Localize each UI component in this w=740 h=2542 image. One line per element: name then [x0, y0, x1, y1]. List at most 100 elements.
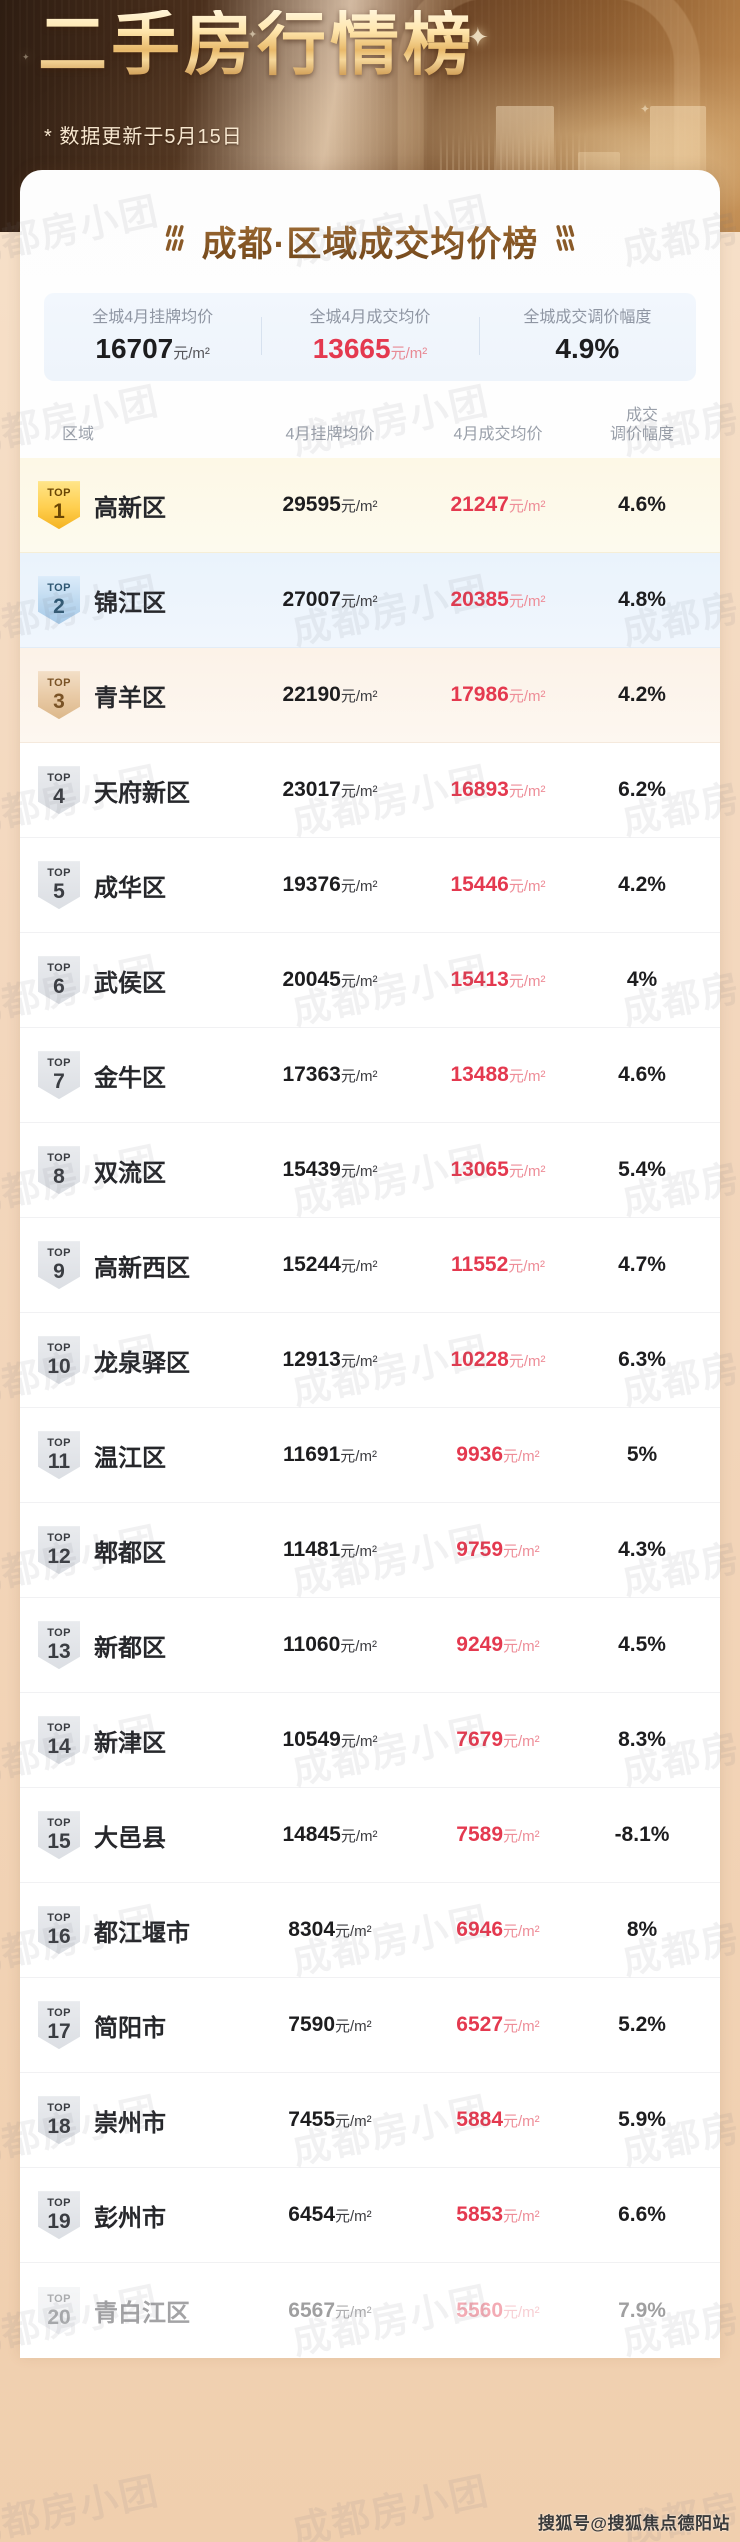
table-row[interactable]: TOP 8 双流区 15439元/m² 13065元/m² 5.4%	[20, 1123, 720, 1219]
table-row[interactable]: TOP 7 金牛区 17363元/m² 13488元/m² 4.6%	[20, 1028, 720, 1124]
region-name: 新都区	[94, 1634, 166, 1662]
cell-adjust-rate: 4.6%	[618, 493, 666, 517]
table-row[interactable]: TOP 14 新津区 10549元/m² 7679元/m² 8.3%	[20, 1693, 720, 1789]
summary-cell: 全城成交调价幅度 4.9%	[478, 307, 696, 365]
deal-price-value: 9249	[456, 1633, 504, 1657]
region-name: 都江堰市	[94, 1919, 190, 1947]
cell-listing-price: 11060元/m²	[246, 1633, 414, 1657]
cell-listing-price: 11691元/m²	[246, 1443, 414, 1467]
cell-region: TOP 17 简阳市	[38, 2001, 246, 2050]
table-row[interactable]: TOP 9 高新西区 15244元/m² 11552元/m² 4.7%	[20, 1218, 720, 1314]
table-row[interactable]: TOP 10 龙泉驿区 12913元/m² 10228元/m² 6.3%	[20, 1313, 720, 1409]
rank-badge: TOP 5	[38, 861, 80, 910]
table-row[interactable]: TOP 2 锦江区 27007元/m² 20385元/m² 4.8%	[20, 553, 720, 649]
cell-deal-price: 13065元/m²	[414, 1158, 582, 1182]
listing-price-unit: 元/m²	[335, 2113, 372, 2131]
cell-adjust-rate: 4%	[626, 968, 658, 992]
table-row[interactable]: TOP 5 成华区 19376元/m² 15446元/m² 4.2%	[20, 838, 720, 934]
region-name: 武侯区	[94, 969, 166, 997]
rank-badge: TOP 12	[38, 1526, 80, 1575]
rank-badge: TOP 19	[38, 2191, 80, 2240]
deal-price-unit: 元/m²	[503, 1638, 540, 1656]
sparkle-icon: ✦	[22, 52, 30, 62]
listing-price-value: 15439	[282, 1158, 341, 1182]
rank-badge-number: 19	[47, 2210, 71, 2234]
cell-adjust-rate: 4.3%	[618, 1538, 666, 1562]
cell-region: TOP 4 天府新区	[38, 766, 246, 815]
table-row[interactable]: TOP 19 彭州市 6454元/m² 5853元/m² 6.6%	[20, 2168, 720, 2264]
table-row[interactable]: TOP 20 青白江区 6567元/m² 5560元/m² 7.9%	[20, 2263, 720, 2358]
table-row[interactable]: TOP 1 高新区 29595元/m² 21247元/m² 4.6%	[20, 458, 720, 554]
sparkle-icon: ✦	[248, 28, 257, 41]
rank-badge-top-label: TOP	[47, 2197, 71, 2210]
region-name: 龙泉驿区	[94, 1349, 190, 1377]
deal-price-value: 6946	[456, 1918, 504, 1942]
deal-price-value: 11552	[451, 1253, 509, 1277]
table-row[interactable]: TOP 12 郫都区 11481元/m² 9759元/m² 4.3%	[20, 1503, 720, 1599]
listing-price-unit: 元/m²	[335, 2303, 372, 2321]
rank-badge-number: 2	[53, 595, 65, 619]
summary-value: 16707元/m²	[44, 333, 261, 365]
region-name: 简阳市	[94, 2014, 166, 2042]
table-row[interactable]: TOP 17 简阳市 7590元/m² 6527元/m² 5.2%	[20, 1978, 720, 2074]
cell-adjust-rate: 4.5%	[618, 1633, 666, 1657]
cell-adjust-rate: 6.6%	[618, 2203, 666, 2227]
cell-listing-price: 12913元/m²	[246, 1348, 414, 1372]
region-name: 彭州市	[94, 2204, 166, 2232]
region-name: 成华区	[94, 874, 166, 902]
rank-badge-top-label: TOP	[47, 487, 71, 500]
listing-price-value: 7455	[288, 2108, 336, 2132]
listing-price-value: 6454	[288, 2203, 336, 2227]
listing-price-unit: 元/m²	[340, 1543, 377, 1561]
rank-badge: TOP 2	[38, 576, 80, 625]
rank-badge-number: 1	[53, 500, 65, 524]
summary-label: 全城4月挂牌均价	[92, 309, 214, 326]
rank-badge: TOP 16	[38, 1906, 80, 1955]
table-row[interactable]: TOP 4 天府新区 23017元/m² 16893元/m² 6.2%	[20, 743, 720, 839]
deal-price-unit: 元/m²	[503, 1733, 540, 1751]
listing-price-unit: 元/m²	[340, 1068, 378, 1086]
table-row[interactable]: TOP 16 都江堰市 8304元/m² 6946元/m² 8%	[20, 1883, 720, 1979]
deal-price-unit: 元/m²	[503, 2018, 540, 2036]
region-name: 大邑县	[94, 1824, 166, 1852]
ranking-card: 成都·区域成交均价榜 全城4月挂牌均价 16707元/m² 全城4月成交均价 1366…	[20, 170, 720, 2359]
cell-deal-price: 21247元/m²	[414, 493, 582, 517]
table-row[interactable]: TOP 11 温江区 11691元/m² 9936元/m² 5%	[20, 1408, 720, 1504]
cell-region: TOP 20 青白江区	[38, 2286, 246, 2335]
summary-value: 13665元/m²	[261, 333, 478, 365]
listing-price-value: 6567	[288, 2298, 336, 2322]
cell-region: TOP 11 温江区	[38, 1431, 246, 1480]
deal-price-unit: 元/m²	[503, 1543, 540, 1561]
deal-price-value: 13065	[450, 1158, 509, 1182]
table-row[interactable]: TOP 18 崇州市 7455元/m² 5884元/m² 5.9%	[20, 2073, 720, 2169]
rank-badge-number: 18	[47, 2115, 71, 2139]
cell-region: TOP 18 崇州市	[38, 2096, 246, 2145]
listing-price-value: 10549	[282, 1728, 341, 1752]
cell-listing-price: 27007元/m²	[246, 588, 414, 612]
table-row[interactable]: TOP 13 新都区 11060元/m² 9249元/m² 4.5%	[20, 1598, 720, 1694]
region-name: 新津区	[94, 1729, 166, 1757]
table-row[interactable]: TOP 6 武侯区 20045元/m² 15413元/m² 4%	[20, 933, 720, 1029]
summary-cell: 全城4月成交均价 13665元/m²	[261, 307, 478, 365]
rank-badge-number: 20	[47, 2305, 71, 2329]
cell-adjust-rate: 7.9%	[618, 2298, 666, 2322]
region-name: 双流区	[94, 1159, 166, 1187]
region-name: 锦江区	[94, 589, 166, 617]
deal-price-value: 5560	[456, 2298, 504, 2322]
table-row[interactable]: TOP 3 青羊区 22190元/m² 17986元/m² 4.2%	[20, 648, 720, 744]
summary-number: 16707	[95, 333, 174, 365]
cell-deal-price: 5884元/m²	[414, 2108, 582, 2132]
table-row[interactable]: TOP 15 大邑县 14845元/m² 7589元/m² -8.1%	[20, 1788, 720, 1884]
deal-price-unit: 元/m²	[508, 1068, 546, 1086]
rank-badge-number: 3	[53, 690, 65, 714]
listing-price-value: 15244	[282, 1253, 341, 1277]
deal-price-unit: 元/m²	[508, 498, 546, 516]
rank-badge-number: 15	[47, 1830, 71, 1854]
rank-badge: TOP 20	[38, 2286, 80, 2335]
cell-deal-price: 9759元/m²	[414, 1538, 582, 1562]
cell-adjust-rate: 4.7%	[618, 1253, 666, 1277]
page-title: 二手房行情榜	[38, 6, 476, 83]
deal-price-value: 5884	[456, 2108, 504, 2132]
cell-deal-price: 9249元/m²	[414, 1633, 582, 1657]
deal-price-unit: 元/m²	[508, 783, 546, 801]
